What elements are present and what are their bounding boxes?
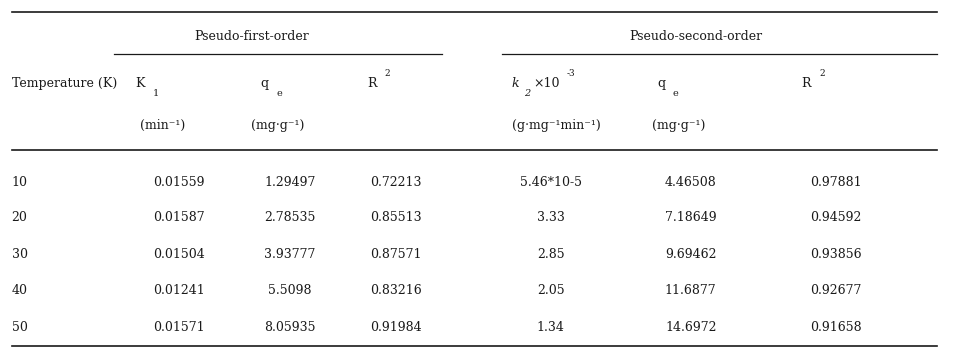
Text: 3.33: 3.33 xyxy=(537,211,564,224)
Text: 30: 30 xyxy=(12,247,28,261)
Text: 0.94592: 0.94592 xyxy=(810,211,862,224)
Text: (g·mg⁻¹min⁻¹): (g·mg⁻¹min⁻¹) xyxy=(512,119,601,132)
Text: 7.18649: 7.18649 xyxy=(665,211,717,224)
Text: Pseudo-second-order: Pseudo-second-order xyxy=(629,30,762,43)
Text: 2: 2 xyxy=(524,89,529,98)
Text: 0.01559: 0.01559 xyxy=(153,176,205,189)
Text: 1: 1 xyxy=(153,89,158,98)
Text: 2.85: 2.85 xyxy=(537,247,564,261)
Text: (mg·g⁻¹): (mg·g⁻¹) xyxy=(652,119,705,132)
Text: 0.01571: 0.01571 xyxy=(153,321,205,334)
Text: 2: 2 xyxy=(384,69,390,78)
Text: 1.29497: 1.29497 xyxy=(264,176,316,189)
Text: (mg·g⁻¹): (mg·g⁻¹) xyxy=(251,119,304,132)
Text: 8.05935: 8.05935 xyxy=(264,321,316,334)
Text: 4.46508: 4.46508 xyxy=(665,176,717,189)
Text: q: q xyxy=(261,77,269,90)
Text: (min⁻¹): (min⁻¹) xyxy=(140,119,185,132)
Text: 0.83216: 0.83216 xyxy=(370,284,422,297)
Text: 5.46*10-5: 5.46*10-5 xyxy=(520,176,582,189)
Text: 0.97881: 0.97881 xyxy=(810,176,862,189)
Text: 0.93856: 0.93856 xyxy=(810,247,862,261)
Text: 0.91658: 0.91658 xyxy=(810,321,862,334)
Text: k: k xyxy=(512,77,520,90)
Text: 20: 20 xyxy=(12,211,27,224)
Text: e: e xyxy=(276,89,282,98)
Text: 0.85513: 0.85513 xyxy=(370,211,422,224)
Text: 1.34: 1.34 xyxy=(537,321,564,334)
Text: 40: 40 xyxy=(12,284,28,297)
Text: ×10: ×10 xyxy=(533,77,559,90)
Text: 5.5098: 5.5098 xyxy=(268,284,312,297)
Text: e: e xyxy=(672,89,678,98)
Text: Temperature (K): Temperature (K) xyxy=(12,77,117,90)
Text: 3.93777: 3.93777 xyxy=(264,247,316,261)
Text: R: R xyxy=(367,77,377,90)
Text: R: R xyxy=(802,77,811,90)
Text: 0.72213: 0.72213 xyxy=(370,176,422,189)
Text: 0.92677: 0.92677 xyxy=(810,284,862,297)
Text: Pseudo-first-order: Pseudo-first-order xyxy=(194,30,308,43)
Text: 2.78535: 2.78535 xyxy=(264,211,316,224)
Text: 10: 10 xyxy=(12,176,28,189)
Text: q: q xyxy=(657,77,665,90)
Text: 2: 2 xyxy=(819,69,825,78)
Text: 14.6972: 14.6972 xyxy=(665,321,717,334)
Text: 0.01587: 0.01587 xyxy=(153,211,205,224)
Text: 0.91984: 0.91984 xyxy=(370,321,422,334)
Text: 50: 50 xyxy=(12,321,27,334)
Text: K: K xyxy=(135,77,145,90)
Text: -3: -3 xyxy=(567,69,576,78)
Text: 0.87571: 0.87571 xyxy=(370,247,422,261)
Text: 0.01241: 0.01241 xyxy=(153,284,205,297)
Text: 0.01504: 0.01504 xyxy=(153,247,205,261)
Text: 2.05: 2.05 xyxy=(537,284,564,297)
Text: 9.69462: 9.69462 xyxy=(665,247,717,261)
Text: 11.6877: 11.6877 xyxy=(665,284,717,297)
